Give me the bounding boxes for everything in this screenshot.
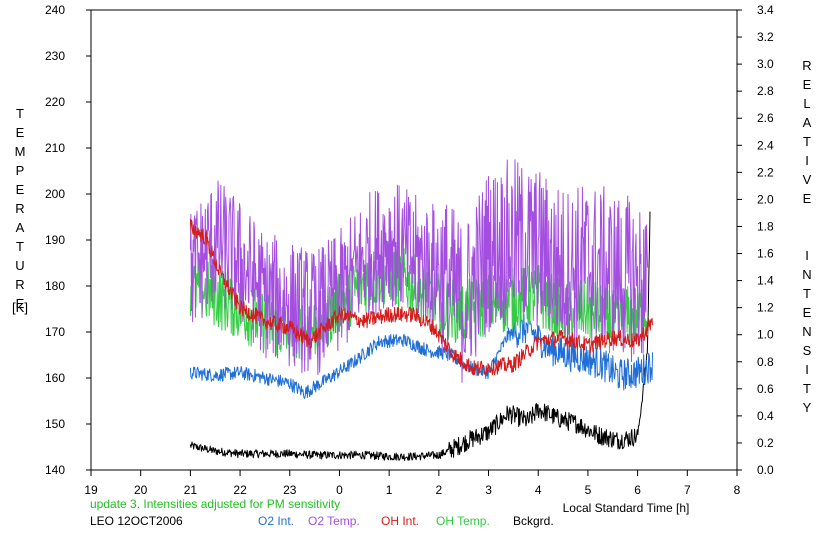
left-tick-label: 230 (45, 49, 65, 63)
legend-o2-int: O2 Int. (258, 514, 295, 528)
left-tick-label: 210 (45, 141, 65, 155)
left-tick-label: 220 (45, 95, 65, 109)
x-tick-label: 1 (386, 483, 393, 497)
right-tick-label: 1.8 (757, 219, 774, 233)
x-tick-label: 21 (184, 483, 198, 497)
legend-oh-temp: OH Temp. (436, 514, 490, 528)
oh-int-line (189, 218, 653, 376)
right-tick-label: 1.6 (757, 247, 774, 261)
right-tick-label: 3.2 (757, 30, 774, 44)
right-tick-label: 0.2 (757, 436, 774, 450)
right-tick-label: 0.4 (757, 409, 774, 423)
x-tick-label: 23 (283, 483, 297, 497)
right-tick-label: 1.2 (757, 301, 774, 315)
x-tick-label: 6 (634, 483, 641, 497)
legend-oh-int: OH Int. (381, 514, 420, 528)
x-tick-label: 5 (585, 483, 592, 497)
left-tick-label: 200 (45, 187, 65, 201)
x-tick-label: 8 (734, 483, 741, 497)
right-tick-label: 2.4 (757, 138, 774, 152)
right-tick-label: 0.0 (757, 463, 774, 477)
o2-temp-line (189, 159, 649, 383)
legend-bckgrd: Bckgrd. (513, 514, 554, 528)
left-tick-label: 240 (45, 3, 65, 17)
left-tick-label: 140 (45, 463, 65, 477)
x-tick-label: 3 (485, 483, 492, 497)
right-tick-label: 0.6 (757, 382, 774, 396)
x-tick-label: 22 (233, 483, 247, 497)
x-tick-label: 20 (134, 483, 148, 497)
right-tick-label: 3.4 (757, 3, 774, 17)
left-tick-label: 170 (45, 325, 65, 339)
right-tick-label: 0.8 (757, 355, 774, 369)
left-tick-label: 160 (45, 371, 65, 385)
legend-o2-temp: O2 Temp. (308, 514, 360, 528)
left-tick-label: 150 (45, 417, 65, 431)
o2-int-line (189, 312, 653, 399)
x-tick-label: 0 (336, 483, 343, 497)
update-note: update 3. Intensities adjusted for PM se… (90, 497, 341, 511)
right-tick-label: 2.2 (757, 165, 774, 179)
right-tick-label: 1.0 (757, 328, 774, 342)
left-axis-unit: [K] (12, 300, 28, 315)
bckgrd-line (189, 211, 651, 461)
x-tick-label: 7 (684, 483, 691, 497)
x-tick-label: 19 (84, 483, 98, 497)
right-tick-label: 2.8 (757, 84, 774, 98)
right-tick-label: 1.4 (757, 274, 774, 288)
x-axis-label: Local Standard Time [h] (563, 501, 690, 515)
x-tick-label: 2 (436, 483, 443, 497)
x-tick-label: 4 (535, 483, 542, 497)
left-tick-label: 180 (45, 279, 65, 293)
right-tick-label: 2.6 (757, 111, 774, 125)
left-tick-label: 190 (45, 233, 65, 247)
right-tick-label: 3.0 (757, 57, 774, 71)
right-tick-label: 2.0 (757, 192, 774, 206)
site-date-label: LEO 12OCT2006 (90, 514, 183, 528)
